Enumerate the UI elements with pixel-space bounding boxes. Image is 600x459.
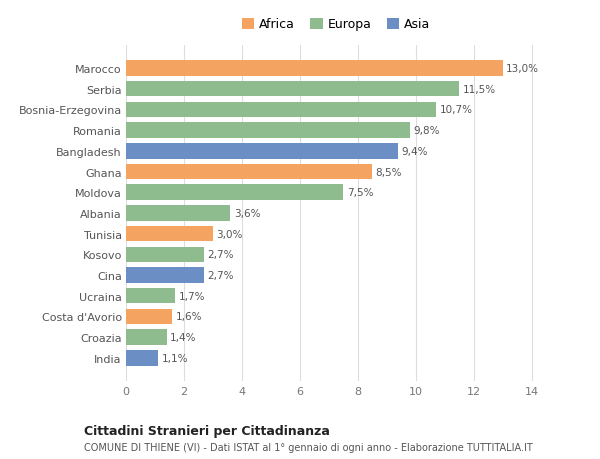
Text: 2,7%: 2,7%	[208, 250, 234, 260]
Bar	[126, 123, 410, 139]
Bar	[126, 206, 230, 221]
Text: 3,6%: 3,6%	[234, 208, 260, 218]
Legend: Africa, Europa, Asia: Africa, Europa, Asia	[237, 13, 435, 36]
Text: 10,7%: 10,7%	[439, 105, 472, 115]
Bar	[126, 185, 343, 201]
Text: 1,7%: 1,7%	[179, 291, 205, 301]
Text: COMUNE DI THIENE (VI) - Dati ISTAT al 1° gennaio di ogni anno - Elaborazione TUT: COMUNE DI THIENE (VI) - Dati ISTAT al 1°…	[84, 442, 533, 452]
Text: 11,5%: 11,5%	[463, 84, 496, 95]
Text: Cittadini Stranieri per Cittadinanza: Cittadini Stranieri per Cittadinanza	[84, 425, 330, 437]
Text: 1,6%: 1,6%	[176, 312, 202, 322]
Bar	[126, 309, 172, 325]
Text: 1,4%: 1,4%	[170, 332, 197, 342]
Bar	[126, 350, 158, 366]
Bar	[126, 164, 372, 180]
Bar	[126, 247, 204, 263]
Text: 13,0%: 13,0%	[506, 64, 539, 74]
Bar	[126, 102, 436, 118]
Text: 1,1%: 1,1%	[161, 353, 188, 363]
Bar	[126, 288, 175, 304]
Bar	[126, 268, 204, 283]
Text: 9,4%: 9,4%	[402, 146, 428, 157]
Bar	[126, 330, 167, 345]
Text: 2,7%: 2,7%	[208, 270, 234, 280]
Text: 7,5%: 7,5%	[347, 188, 373, 198]
Text: 8,5%: 8,5%	[376, 167, 402, 177]
Bar	[126, 82, 459, 97]
Text: 9,8%: 9,8%	[413, 126, 440, 136]
Bar	[126, 226, 213, 242]
Text: 3,0%: 3,0%	[217, 229, 243, 239]
Bar	[126, 144, 398, 159]
Bar	[126, 61, 503, 77]
